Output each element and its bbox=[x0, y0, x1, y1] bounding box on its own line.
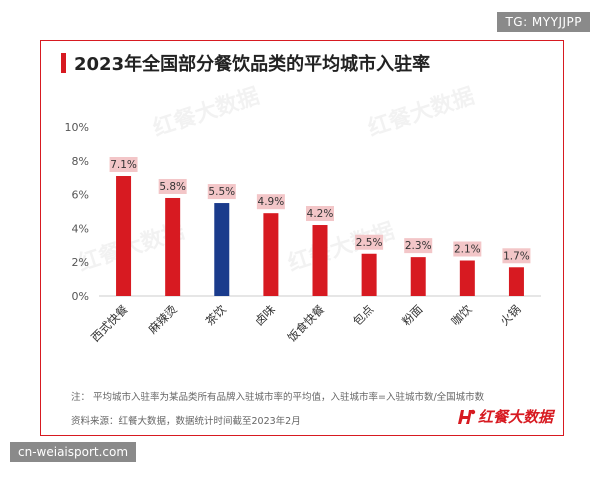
data-label: 2.1% bbox=[454, 244, 481, 256]
category-label: 咖饮 bbox=[448, 302, 475, 329]
bar bbox=[116, 176, 132, 296]
chart-title: 2023年全国部分餐饮品类的平均城市入驻率 bbox=[74, 54, 431, 75]
bar bbox=[312, 225, 328, 296]
data-label-bg bbox=[306, 206, 334, 222]
data-label-bg bbox=[404, 238, 433, 254]
y-tick-label: 6% bbox=[72, 189, 89, 202]
bar bbox=[410, 257, 426, 296]
y-tick-label: 10% bbox=[65, 121, 89, 134]
chart-card: 2023年全国部分餐饮品类的平均城市入驻率 红餐大数据 红餐大数据 红餐大数据 红餐大… bbox=[40, 40, 564, 436]
source-note: 资料来源：红餐大数据，数据统计时间截至2023年2月 bbox=[71, 416, 301, 427]
data-label-bg bbox=[207, 184, 236, 200]
y-tick-label: 4% bbox=[72, 222, 89, 235]
y-tick-label: 0% bbox=[72, 290, 89, 303]
y-tick-label: 2% bbox=[72, 256, 89, 269]
watermark-text: 红餐大数据 bbox=[150, 83, 263, 142]
data-label: 5.8% bbox=[159, 181, 186, 193]
bar bbox=[459, 260, 475, 296]
data-label: 1.7% bbox=[503, 250, 530, 262]
data-label-bg bbox=[502, 248, 531, 264]
footnote: 注： 平均城市入驻率为某品类所有品牌入驻城市率的平均值，入驻城市率=入驻城市数/… bbox=[71, 392, 485, 403]
data-label: 2.3% bbox=[405, 240, 432, 252]
title-accent-bar bbox=[61, 53, 66, 73]
category-label: 西式快餐 bbox=[88, 302, 131, 345]
bar bbox=[165, 197, 181, 296]
data-label-bg bbox=[256, 194, 285, 210]
category-label: 包点 bbox=[350, 302, 376, 328]
watermark-text: 红餐大数据 bbox=[365, 83, 478, 142]
bar bbox=[508, 267, 524, 296]
data-label: 7.1% bbox=[110, 159, 137, 171]
bar bbox=[263, 213, 279, 296]
category-label: 粉面 bbox=[399, 302, 425, 328]
data-label: 2.5% bbox=[356, 237, 383, 249]
corner-tag: TG: MYYJJPP bbox=[497, 12, 590, 32]
y-tick-label: 8% bbox=[72, 155, 89, 168]
data-label: 5.5% bbox=[208, 186, 235, 198]
category-label: 卤味 bbox=[252, 302, 279, 329]
category-label: 麻辣烫 bbox=[145, 302, 180, 337]
data-label-bg bbox=[453, 241, 482, 257]
bar bbox=[361, 253, 377, 296]
data-label-bg bbox=[109, 157, 138, 173]
brand-mark-icon bbox=[457, 409, 476, 424]
category-label: 茶饮 bbox=[203, 302, 230, 329]
watermark-tag: cn-weiaisport.com bbox=[10, 442, 137, 462]
data-label: 4.2% bbox=[307, 208, 334, 220]
data-label-bg bbox=[158, 178, 187, 194]
bar bbox=[214, 203, 230, 296]
brand-logo: 红餐大数据 bbox=[457, 406, 553, 427]
data-label: 4.9% bbox=[258, 196, 285, 208]
category-label: 火锅 bbox=[497, 302, 523, 328]
brand-name: 红餐大数据 bbox=[477, 408, 553, 426]
data-label-bg bbox=[355, 234, 384, 250]
category-label: 饭食快餐 bbox=[285, 302, 328, 345]
